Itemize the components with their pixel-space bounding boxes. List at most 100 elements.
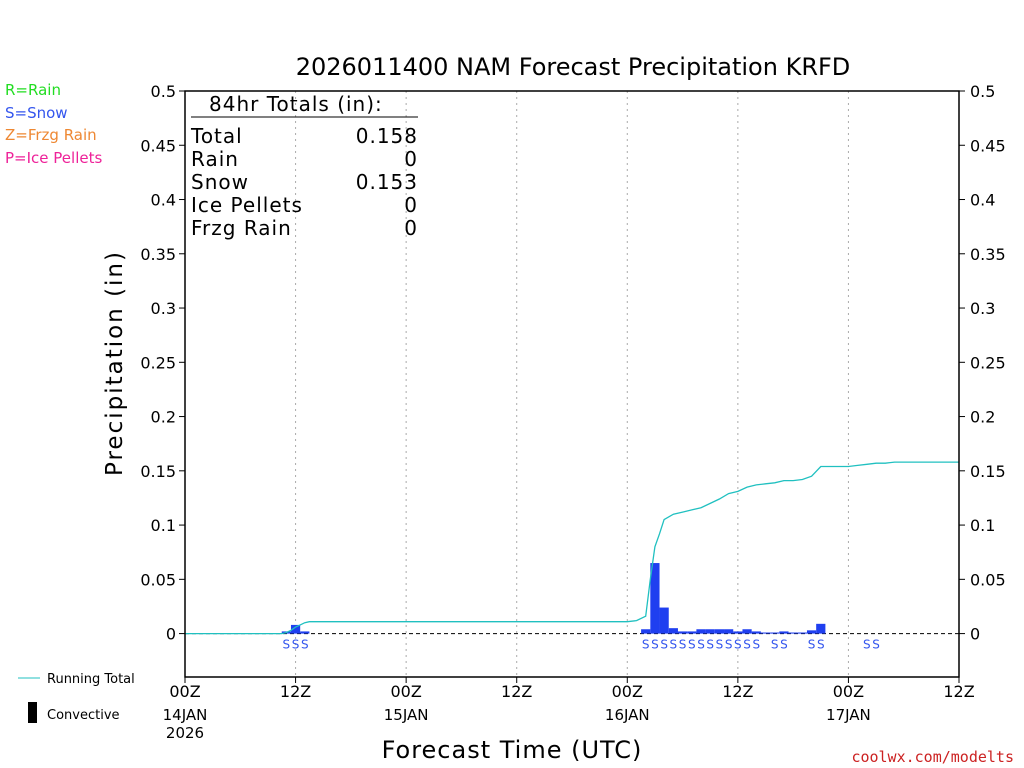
y-tick-label-left: 0.45 (140, 136, 176, 155)
x-tick-date: 14JAN (163, 706, 208, 724)
totals-row-label: Snow (191, 170, 249, 194)
y-axis-label: Precipitation (in) (102, 250, 128, 476)
precip-type-marker: S (808, 638, 816, 652)
legend-rain: R=Rain (5, 81, 61, 99)
totals-heading: 84hr Totals (in): (209, 92, 383, 116)
precip-bar (770, 632, 780, 634)
precip-bar (788, 632, 798, 634)
precip-bar (724, 629, 734, 634)
credit-text: coolwx.com/modelts (851, 748, 1014, 766)
x-tick-date: 15JAN (384, 706, 429, 724)
precip-type-marker: S (642, 638, 650, 652)
precip-bar (751, 631, 761, 634)
totals-row-value: 0 (404, 147, 418, 171)
precip-bar (668, 628, 678, 634)
y-tick-label-right: 0.25 (970, 353, 1006, 372)
precip-type-marker: S (752, 638, 760, 652)
totals-row-label: Rain (191, 147, 239, 171)
x-tick-label: 12Z (280, 682, 311, 701)
precip-bar (733, 631, 743, 634)
precip-bar (816, 623, 826, 634)
precip-type-marker: S (679, 638, 687, 652)
running-total-line (185, 461, 959, 635)
x-tick-label: 00Z (833, 682, 864, 701)
precip-bar (687, 631, 697, 634)
precip-type-marker: S (743, 638, 751, 652)
precip-bar (714, 629, 725, 634)
convective-legend-swatch (28, 702, 37, 723)
precip-type-marker: S (817, 638, 825, 652)
y-tick-label-right: 0.5 (970, 82, 995, 101)
totals-row-value: 0 (404, 216, 418, 240)
precip-type-marker: S (660, 638, 668, 652)
y-tick-label-left: 0.05 (140, 570, 176, 589)
plot-frame (184, 90, 960, 678)
precip-type-marker: S (771, 638, 779, 652)
y-tick-label-right: 0.05 (970, 570, 1006, 589)
precip-type-marker: S (688, 638, 696, 652)
y-tick-label-right: 0.15 (970, 462, 1006, 481)
totals-row-label: Frzg Rain (191, 216, 292, 240)
y-tick-label-right: 0.45 (970, 136, 1006, 155)
precip-type-marker: S (301, 638, 309, 652)
precip-type-marker: S (283, 638, 291, 652)
y-tick-label-right: 0.3 (970, 299, 995, 318)
x-tick-date: 16JAN (605, 706, 650, 724)
y-tick-label-left: 0.5 (151, 82, 176, 101)
precip-bar (779, 631, 789, 634)
precip-bar (705, 629, 715, 634)
x-tick-date: 17JAN (826, 706, 871, 724)
y-tick-label-left: 0.1 (151, 516, 176, 535)
y-tick-label-right: 0.2 (970, 408, 995, 427)
precip-bar (760, 632, 771, 634)
precip-bar (650, 563, 660, 634)
y-tick-label-left: 0.3 (151, 299, 176, 318)
precip-bar (696, 629, 706, 634)
totals-row-label: Ice Pellets (191, 193, 303, 217)
y-tick-label-right: 0.1 (970, 516, 995, 535)
precip-bar (797, 632, 807, 634)
y-tick-label-left: 0.2 (151, 408, 176, 427)
convective-legend-label: Convective (47, 708, 120, 723)
y-tick-label-right: 0 (970, 625, 980, 644)
y-tick-label-left: 0.15 (140, 462, 176, 481)
totals-row-value: 0.153 (356, 170, 418, 194)
totals-row-value: 0 (404, 193, 418, 217)
running-total-legend-label: Running Total (47, 672, 135, 687)
precip-bar (742, 629, 752, 634)
x-tick-label: 00Z (390, 682, 421, 701)
totals-row-value: 0.158 (356, 124, 418, 148)
x-tick-label: 12Z (722, 682, 753, 701)
x-tick-label: 12Z (501, 682, 532, 701)
precip-bar (641, 629, 651, 634)
precip-type-marker: S (734, 638, 742, 652)
precip-bar (290, 624, 301, 634)
precip-type-marker: S (863, 638, 871, 652)
x-tick-label: 00Z (612, 682, 643, 701)
y-tick-label-left: 0 (166, 625, 176, 644)
totals-row-label: Total (190, 124, 243, 148)
precip-type-marker: S (292, 638, 300, 652)
precip-type-marker: S (670, 638, 678, 652)
x-tick-label: 12Z (943, 682, 974, 701)
legend-frzg-rain: Z=Frzg Rain (5, 126, 97, 144)
x-axis-label: Forecast Time (UTC) (382, 736, 643, 764)
precip-type-marker: S (651, 638, 659, 652)
y-tick-label-right: 0.35 (970, 245, 1006, 264)
precip-bar (806, 630, 817, 634)
precip-bar (659, 607, 669, 634)
precip-bar (677, 631, 688, 634)
precip-type-marker: S (716, 638, 724, 652)
y-tick-label-left: 0.4 (151, 191, 176, 210)
precip-type-marker: S (725, 638, 733, 652)
x-tick-label: 00Z (169, 682, 200, 701)
precip-type-marker: S (706, 638, 714, 652)
y-tick-label-left: 0.35 (140, 245, 176, 264)
y-tick-label-right: 0.4 (970, 191, 995, 210)
precip-type-marker: S (780, 638, 788, 652)
chart-title: 2026011400 NAM Forecast Precipitation KR… (296, 53, 851, 81)
precip-type-marker: S (872, 638, 880, 652)
legend-ice-pellets: P=Ice Pellets (5, 149, 103, 167)
precip-type-marker: S (697, 638, 705, 652)
